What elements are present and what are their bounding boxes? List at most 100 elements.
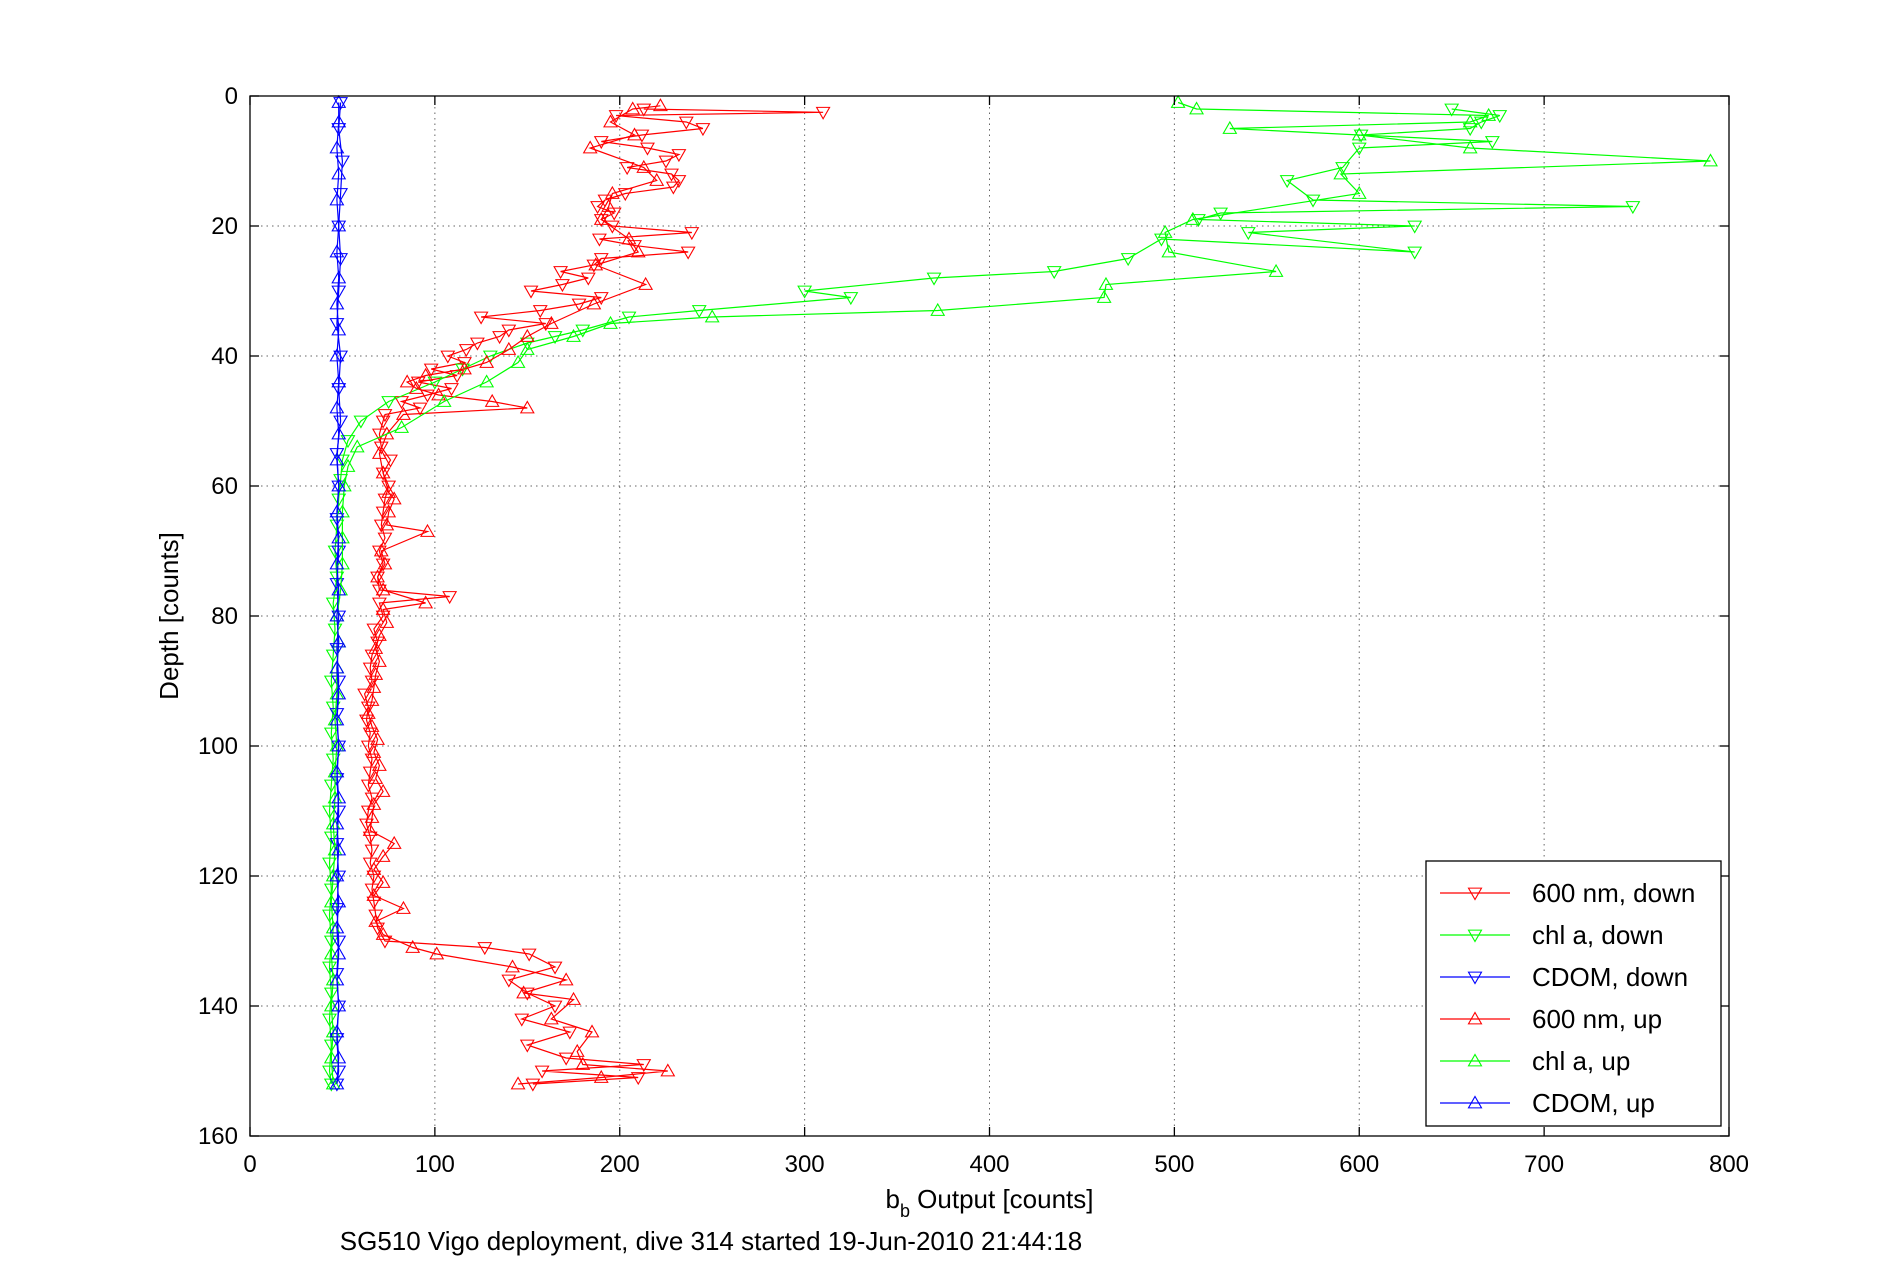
legend-item: 600 nm, up xyxy=(1440,1004,1662,1034)
data-point xyxy=(547,961,563,975)
data-point xyxy=(331,790,347,804)
legend-label: chl a, down xyxy=(1532,920,1664,950)
data-point xyxy=(331,322,347,336)
y-tick-label: 80 xyxy=(211,603,238,630)
data-point xyxy=(366,796,382,810)
data-point xyxy=(684,227,700,241)
legend-marker xyxy=(1467,929,1483,943)
x-tick-label: 500 xyxy=(1154,1151,1194,1178)
data-point xyxy=(364,753,380,767)
data-point xyxy=(375,848,391,862)
data-point xyxy=(331,935,347,949)
data-point xyxy=(1462,123,1478,137)
data-point xyxy=(580,272,596,286)
legend-marker xyxy=(1467,1095,1483,1109)
data-point xyxy=(329,192,345,206)
data-point xyxy=(362,727,378,741)
data-point xyxy=(331,870,347,884)
legend-item: chl a, up xyxy=(1440,1046,1630,1076)
data-point xyxy=(558,1052,574,1066)
data-point xyxy=(604,220,620,234)
data-point xyxy=(423,363,439,377)
data-point xyxy=(442,591,458,605)
axis-ticks: 0 100 200 300 400 500 600 700 800 0 20 40 60 80 100 120… xyxy=(198,83,1749,1178)
y-tick-label: 120 xyxy=(198,863,238,890)
data-point xyxy=(329,660,345,674)
data-point xyxy=(375,582,391,596)
data-point xyxy=(625,101,641,115)
data-point xyxy=(331,426,347,440)
data-point xyxy=(627,127,642,141)
y-tick-label: 140 xyxy=(198,993,238,1020)
data-point xyxy=(429,946,445,960)
data-point xyxy=(660,1063,676,1077)
data-point xyxy=(375,601,391,615)
data-point xyxy=(571,298,587,312)
legend-item: chl a, down xyxy=(1440,920,1664,950)
legend-item: 600 nm, down xyxy=(1440,878,1695,908)
data-point xyxy=(357,688,373,702)
data-point xyxy=(375,467,391,481)
legend-marker xyxy=(1467,971,1483,985)
data-point xyxy=(368,640,384,654)
data-point xyxy=(329,838,345,852)
data-point xyxy=(591,233,607,247)
data-point xyxy=(652,98,668,112)
data-point xyxy=(370,571,386,585)
data-point xyxy=(371,627,387,641)
data-point xyxy=(331,1065,347,1079)
data-point xyxy=(329,708,345,722)
data-point xyxy=(395,900,411,914)
data-point xyxy=(640,142,655,156)
data-point xyxy=(1462,114,1478,128)
series-line xyxy=(328,108,1633,1085)
data-point xyxy=(331,675,347,689)
data-point xyxy=(843,292,859,306)
series-600-nm-down xyxy=(357,103,831,1092)
data-point xyxy=(603,315,618,329)
data-point xyxy=(371,757,387,771)
data-point xyxy=(691,305,707,319)
data-point xyxy=(377,556,393,570)
data-point xyxy=(543,315,559,329)
data-point xyxy=(375,783,391,797)
data-point xyxy=(370,922,386,936)
data-point xyxy=(323,727,339,741)
data-point xyxy=(636,159,652,173)
data-point xyxy=(680,246,696,260)
data-point xyxy=(325,649,341,663)
data-point xyxy=(323,1039,339,1053)
data-point xyxy=(484,393,500,407)
data-point xyxy=(584,1024,600,1038)
data-point xyxy=(323,894,339,908)
data-point xyxy=(329,318,345,332)
y-tick-label: 60 xyxy=(211,473,238,500)
x-tick-label: 700 xyxy=(1524,1151,1564,1178)
data-point xyxy=(329,712,345,726)
data-point xyxy=(340,435,356,449)
legend-label: 600 nm, up xyxy=(1532,1004,1662,1034)
data-point xyxy=(534,1065,550,1079)
x-tick-label: 300 xyxy=(785,1151,825,1178)
data-point xyxy=(373,543,389,557)
data-point xyxy=(329,764,345,778)
data-point xyxy=(926,272,942,286)
data-point xyxy=(329,972,345,986)
data-point xyxy=(362,831,378,845)
data-point xyxy=(519,400,535,414)
legend-label: CDOM, up xyxy=(1532,1088,1655,1118)
data-point xyxy=(331,218,347,232)
data-point xyxy=(353,415,369,429)
data-point xyxy=(381,504,397,518)
data-point xyxy=(501,341,517,355)
data-point xyxy=(360,701,376,715)
data-point xyxy=(362,822,378,836)
data-point xyxy=(590,201,606,215)
x-tick-label: 100 xyxy=(415,1151,455,1178)
data-point xyxy=(366,623,382,637)
legend-label: chl a, up xyxy=(1532,1046,1630,1076)
data-point xyxy=(386,491,402,505)
data-point xyxy=(457,357,472,371)
data-point xyxy=(325,597,341,611)
data-point xyxy=(630,1072,646,1086)
